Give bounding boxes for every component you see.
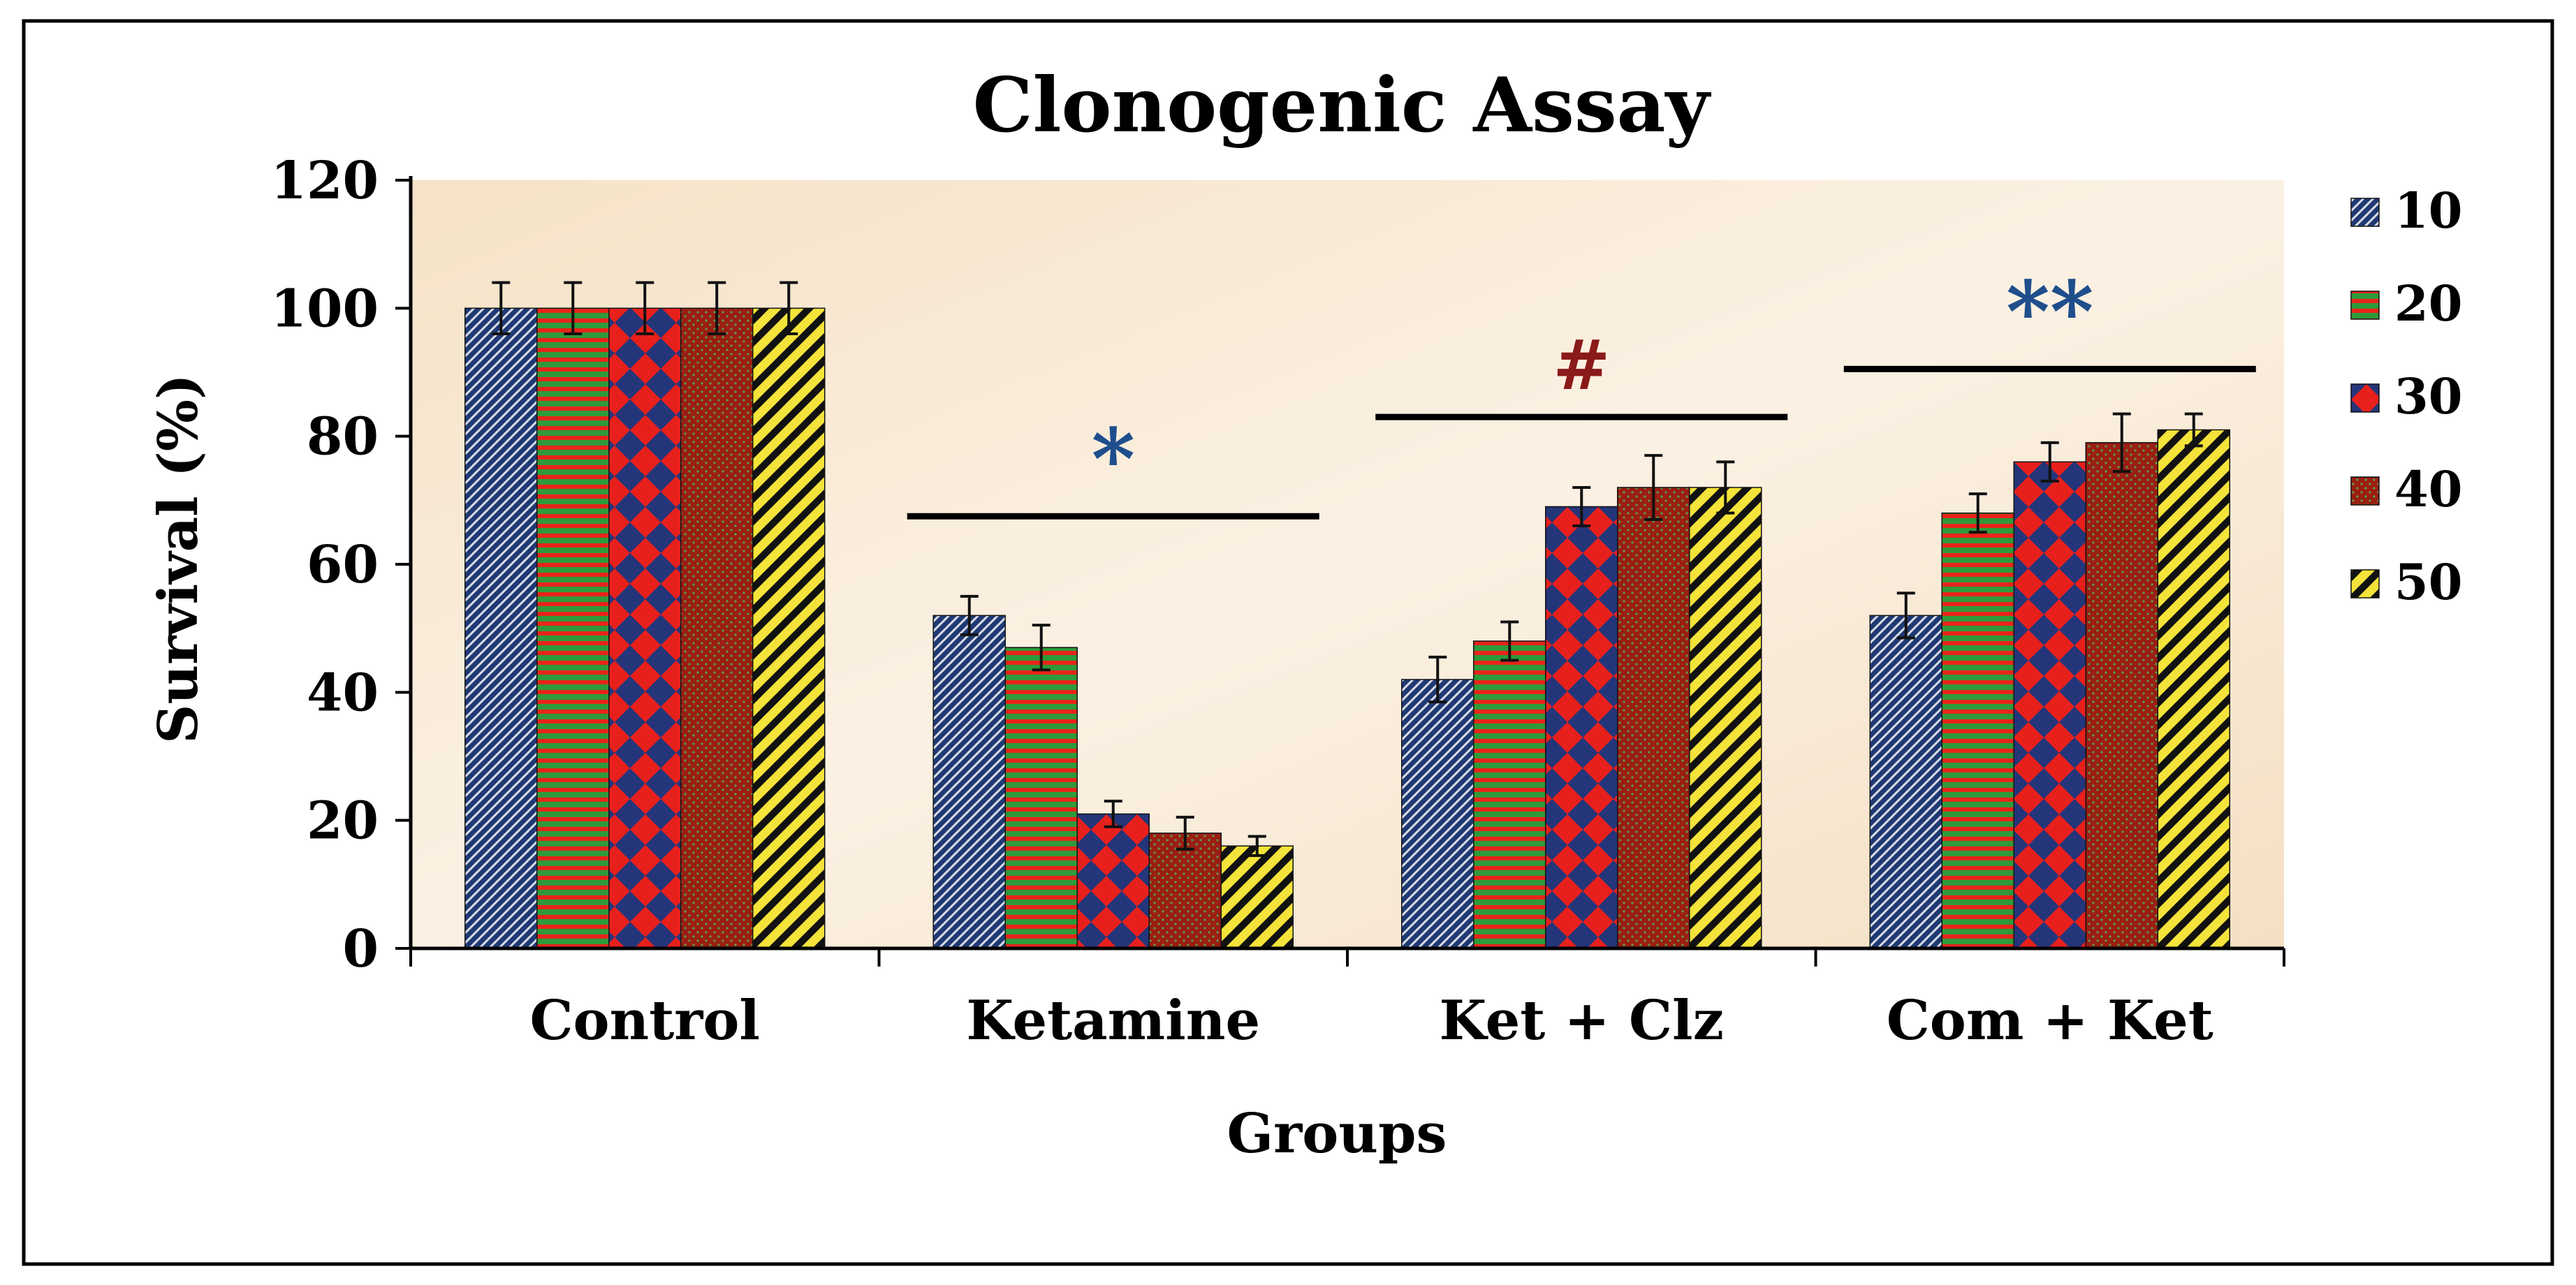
error-bars bbox=[492, 281, 2203, 858]
error-bar bbox=[564, 281, 583, 335]
bar-ketamine-10 bbox=[932, 615, 1006, 949]
y-ticks: 0 20 40 60 80 100 120 bbox=[271, 151, 411, 979]
y-tick-label: 20 bbox=[307, 791, 379, 851]
bar-ket-clz-30 bbox=[1545, 506, 1618, 949]
y-tick-label: 60 bbox=[307, 535, 379, 595]
category-label: Ketamine bbox=[966, 989, 1260, 1052]
bar-com-ket-10 bbox=[1869, 615, 1942, 949]
error-bar bbox=[1572, 486, 1591, 527]
bar-com-ket-50 bbox=[2157, 429, 2230, 949]
bar-control-50 bbox=[752, 307, 826, 949]
chart-title: Clonogenic Assay bbox=[973, 61, 1712, 149]
legend-swatch-20 bbox=[2350, 291, 2380, 320]
bar-ket-clz-40 bbox=[1617, 487, 1690, 949]
legend-swatch-50 bbox=[2350, 569, 2380, 599]
error-bar bbox=[2040, 441, 2059, 483]
bar-ketamine-20 bbox=[1004, 647, 1078, 949]
legend: 10 20 30 40 50 bbox=[2350, 182, 2462, 611]
error-bar bbox=[780, 281, 798, 335]
y-tick-label: 100 bbox=[271, 279, 379, 339]
error-bar bbox=[636, 281, 654, 335]
bar-com-ket-40 bbox=[2085, 442, 2158, 949]
legend-label-40: 40 bbox=[2394, 460, 2462, 518]
bar-ket-clz-50 bbox=[1689, 487, 1762, 949]
y-tick-label: 40 bbox=[307, 663, 379, 723]
legend-label-10: 10 bbox=[2394, 182, 2462, 240]
bar-com-ket-20 bbox=[1941, 512, 2014, 949]
bar-control-10 bbox=[464, 307, 538, 949]
error-bar bbox=[1104, 800, 1122, 828]
significance-marker: * bbox=[1091, 410, 1135, 508]
error-bar bbox=[1247, 835, 1266, 858]
error-bar bbox=[2184, 412, 2203, 448]
significance-marker: # bbox=[1553, 325, 1610, 406]
bar-com-ket-30 bbox=[2013, 461, 2086, 949]
error-bar bbox=[1968, 492, 1987, 534]
bar-ketamine-40 bbox=[1148, 832, 1222, 949]
bar-control-20 bbox=[536, 307, 610, 949]
category-label: Control bbox=[529, 989, 760, 1052]
bar-control-40 bbox=[680, 307, 754, 949]
legend-swatch-10 bbox=[2350, 198, 2380, 227]
bar-ketamine-50 bbox=[1220, 845, 1294, 949]
bar-ketamine-30 bbox=[1076, 813, 1150, 949]
significance-annotations: * # ** bbox=[907, 263, 2256, 520]
legend-swatch-40 bbox=[2350, 476, 2380, 506]
y-tick-label: 120 bbox=[271, 151, 379, 211]
bar-ket-clz-20 bbox=[1473, 640, 1546, 949]
error-bar bbox=[1176, 816, 1194, 851]
legend-swatch-30 bbox=[2350, 383, 2380, 413]
error-bar bbox=[492, 281, 511, 335]
error-bar bbox=[960, 594, 979, 636]
y-tick-label: 0 bbox=[343, 919, 379, 979]
y-tick-label: 80 bbox=[307, 407, 379, 467]
significance-marker: ** bbox=[2006, 263, 2094, 361]
bar-control-30 bbox=[608, 307, 682, 949]
y-axis-label: Survival (%) bbox=[147, 374, 210, 744]
error-bar bbox=[1716, 460, 1735, 515]
legend-label-50: 50 bbox=[2394, 553, 2462, 611]
error-bar bbox=[1644, 454, 1663, 521]
x-axis-label: Groups bbox=[1227, 1102, 1447, 1166]
bar-ket-clz-10 bbox=[1401, 679, 1474, 949]
legend-label-20: 20 bbox=[2394, 274, 2462, 332]
error-bar bbox=[2112, 412, 2131, 473]
legend-label-30: 30 bbox=[2394, 367, 2462, 425]
error-bar bbox=[1428, 655, 1447, 704]
error-bar bbox=[1032, 624, 1051, 672]
category-label: Ket + Clz bbox=[1440, 989, 1724, 1052]
bars bbox=[464, 307, 2230, 949]
error-bar bbox=[1500, 620, 1519, 662]
error-bar bbox=[1896, 592, 1915, 640]
category-labels: Control Ketamine Ket + Clz Com + Ket bbox=[529, 989, 2213, 1052]
axes bbox=[409, 176, 2285, 967]
category-label: Com + Ket bbox=[1887, 989, 2213, 1052]
error-bar bbox=[708, 281, 726, 335]
